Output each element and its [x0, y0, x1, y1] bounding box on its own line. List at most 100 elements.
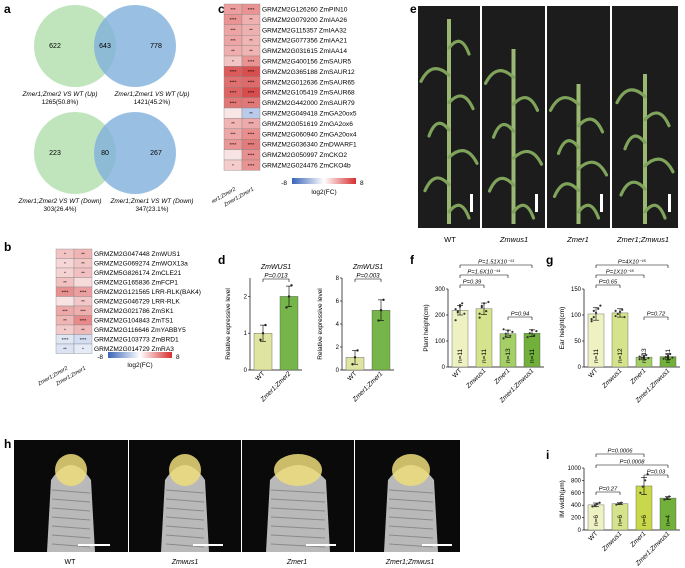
heatmap-b-star: **	[81, 327, 85, 332]
sem-spikelet-row	[388, 489, 434, 494]
y-tick-label: 0	[244, 368, 248, 374]
sem-spikelet-row	[51, 516, 91, 521]
heatmap-c-gene-label: GRMZM2G365188 ZmSAUR12	[262, 69, 355, 76]
heatmap-c-gene-label: GRMZM2G115357 ZmIAA32	[262, 27, 347, 34]
heatmap-c-star: ****	[230, 90, 237, 95]
heatmap-b-star: **	[81, 251, 85, 256]
sem-meristem-highlight	[274, 454, 322, 486]
heatmap-c-gene-label: GRMZM2G036340 ZmDWARF1	[262, 142, 357, 149]
data-point	[458, 305, 462, 308]
heatmap-b-gene-label: GRMZM2G104843 ZmTS1	[94, 318, 173, 325]
heatmap-c-gene-label: GRMZM2G031615 ZmIAA14	[262, 48, 347, 55]
data-point	[668, 495, 671, 498]
y-tick-label: 0	[578, 365, 582, 371]
heatmap-b-legend-label: log2(FC)	[127, 362, 152, 369]
sem-spikelet-row	[51, 534, 91, 539]
heatmap-c-legend-label: log2(FC)	[311, 189, 336, 196]
data-point	[671, 356, 674, 359]
sem-spikelet-row	[388, 543, 434, 548]
plant-leaf	[447, 203, 471, 220]
p-value-label: P=1.6X10⁻¹⁴	[467, 269, 501, 276]
plant-leaf	[619, 180, 647, 197]
p-value-label: P=0.003	[356, 273, 380, 280]
data-point	[454, 308, 457, 311]
heatmap-c-star: ****	[248, 69, 255, 74]
heatmap-c-star: ***	[230, 28, 235, 33]
sem-meristem-highlight	[169, 454, 201, 486]
venn-up-right-only: 778	[150, 43, 162, 50]
data-point	[285, 306, 288, 309]
photo-e-label-2: Zmwus1	[499, 235, 528, 244]
heatmap-b-legend-max: 8	[176, 354, 180, 361]
heatmap-c-gene-label: GRMZM2G060940 ZmGA20ox4	[262, 131, 357, 138]
p-value-label: P=1.51X10⁻¹³	[478, 260, 515, 266]
panel-c-heatmap: *** **** GRMZM2G126260 ZmPIN10**** ** GRMZM2…	[212, 3, 364, 209]
heatmap-c-star: ****	[230, 80, 237, 85]
data-point	[487, 300, 490, 304]
sem-label-1: WT	[65, 559, 77, 566]
data-point	[502, 328, 505, 331]
heatmap-c-star: **	[231, 48, 235, 53]
panel-e-photos: WT Zmwus1 Zmer1 Zmer1;Zmwus1	[418, 6, 678, 244]
data-point	[478, 316, 481, 319]
sem-spikelet-row	[165, 525, 205, 530]
heatmap-b-gene-label: GRMZM2G047448 ZmWUS1	[94, 251, 180, 258]
data-point	[669, 352, 672, 356]
sem-spikelet-row	[51, 525, 91, 530]
y-axis-label: Relative expressive level	[317, 288, 324, 360]
x-category-label: Zmer1	[628, 530, 647, 549]
heatmap-c-legend-max: 8	[360, 180, 364, 187]
y-axis-label: Relative expressive level	[225, 288, 232, 360]
sem-spikelet-row	[51, 498, 91, 503]
plant-leaf	[487, 176, 516, 193]
heatmap-c-star: *	[232, 163, 234, 168]
data-point	[664, 356, 667, 359]
y-tick-label: 300	[435, 287, 446, 293]
y-tick-label: 100	[571, 313, 582, 319]
scale-bar	[600, 194, 603, 212]
scale-bar	[470, 194, 473, 212]
data-point	[618, 310, 622, 313]
data-point	[621, 308, 624, 311]
data-point	[379, 309, 383, 312]
sem-meristem-highlight	[392, 454, 430, 486]
data-point	[620, 501, 623, 504]
heatmap-b-star: ***	[80, 308, 85, 313]
heatmap-b-gene-label: GRMZM2G116646 ZmYABBY5	[94, 327, 186, 334]
venn-up-left-only: 622	[49, 43, 61, 50]
data-point	[461, 302, 464, 305]
data-point	[641, 485, 644, 488]
heatmap-b-star: **	[81, 261, 85, 266]
data-point	[642, 354, 646, 358]
panel-a-venn: 622 643 778 Zmer1;Zmer2 VS WT (Up) 1265(…	[17, 5, 194, 213]
plant-leaf	[447, 149, 479, 165]
data-point	[478, 312, 481, 315]
plant-leaf	[511, 96, 540, 112]
plant-leaf	[643, 203, 667, 220]
data-point	[594, 311, 598, 315]
data-point	[645, 353, 648, 357]
data-point	[458, 304, 462, 307]
plant-leaf	[643, 157, 675, 174]
y-tick-label: 4	[336, 322, 340, 328]
sem-spikelet-row	[51, 489, 91, 494]
panel-label-i: i	[546, 448, 550, 462]
data-point	[617, 502, 620, 505]
plant-leaf	[623, 134, 647, 151]
n-label: n=6	[593, 515, 600, 526]
heatmap-b-star: ****	[62, 337, 69, 342]
scale-bar	[535, 194, 538, 212]
venn-down-overlap: 80	[101, 150, 109, 157]
sem-spikelet-row	[270, 489, 326, 494]
data-point	[638, 358, 641, 361]
heatmap-b-legend-min: -8	[97, 354, 103, 361]
heatmap-c-star: ***	[230, 38, 235, 43]
data-point	[662, 357, 665, 360]
plant-stem	[511, 49, 516, 224]
photo-e-label-1: WT	[444, 235, 456, 244]
data-point	[614, 314, 617, 318]
bar	[279, 296, 299, 371]
y-tick-label: 600	[571, 491, 582, 497]
venn-up: 622 643 778 Zmer1;Zmer2 VS WT (Up) 1265(…	[22, 5, 189, 106]
heatmap-c-star: ****	[248, 132, 255, 137]
